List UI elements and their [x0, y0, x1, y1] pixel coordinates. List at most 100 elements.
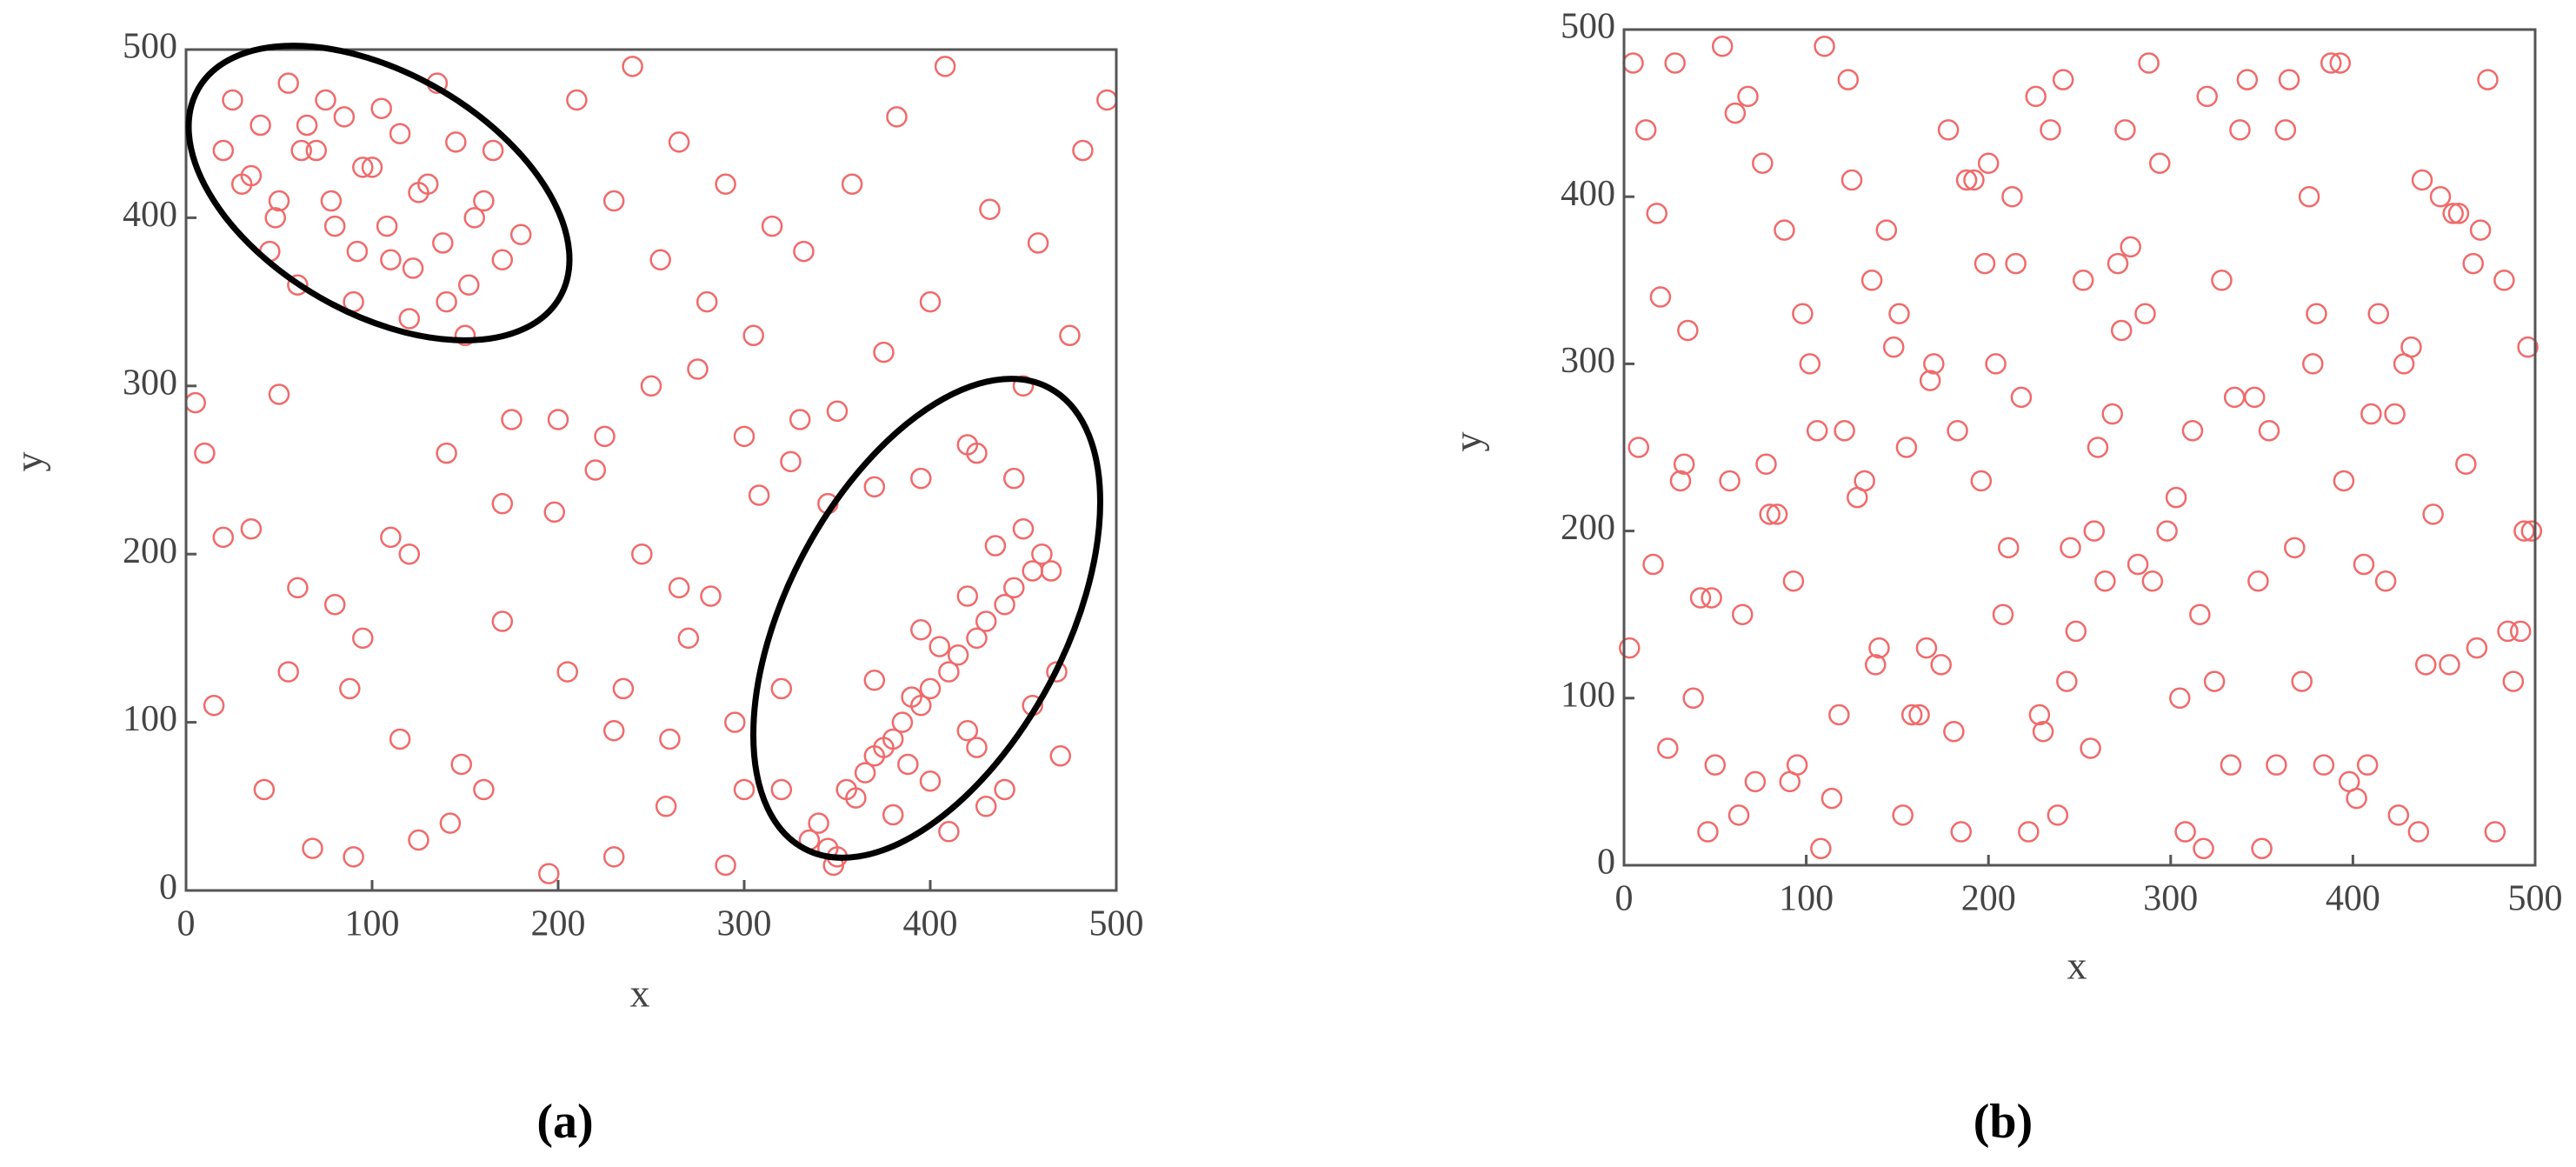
point [1046, 661, 1068, 683]
point [1837, 69, 1860, 90]
panel-caption: (b) [1974, 1095, 2033, 1149]
y-tick-label: 500 [1561, 7, 1615, 47]
point [1895, 437, 1918, 458]
point [2220, 754, 2242, 776]
point [1022, 560, 1043, 582]
point [439, 812, 462, 834]
point [408, 182, 429, 203]
point [733, 778, 755, 801]
point [1657, 737, 1679, 759]
point [2291, 670, 2313, 692]
point [863, 670, 886, 691]
point [2148, 152, 2171, 175]
point [1642, 553, 1664, 576]
x-tick-label: 500 [2508, 879, 2563, 919]
point [1828, 704, 1850, 726]
point [296, 114, 318, 137]
point [1892, 804, 1914, 826]
point [2010, 386, 2033, 409]
point [994, 778, 1015, 801]
point [1868, 637, 1890, 659]
point [2229, 119, 2251, 141]
point [742, 324, 764, 347]
point [724, 711, 746, 733]
point [602, 846, 625, 868]
x-axis-label: x [630, 971, 650, 1016]
point [1669, 470, 1692, 492]
point [715, 173, 736, 195]
point [1792, 303, 1814, 324]
x-tick-label: 0 [177, 904, 196, 944]
point [2422, 503, 2444, 525]
point [1689, 587, 1712, 609]
point [305, 139, 328, 162]
point [2251, 837, 2273, 860]
point [789, 409, 811, 430]
point [2236, 69, 2259, 90]
point [622, 56, 643, 77]
point [2258, 420, 2280, 442]
point [445, 131, 467, 153]
point [1947, 420, 1968, 442]
point [1963, 169, 1985, 191]
point [640, 375, 662, 397]
point [655, 796, 677, 817]
point [1031, 543, 1053, 565]
point [566, 89, 588, 111]
point [543, 501, 565, 523]
point [2028, 704, 2051, 726]
point [268, 383, 290, 405]
point [2374, 570, 2397, 592]
point [1955, 169, 1978, 191]
point [2107, 252, 2129, 275]
point [1012, 375, 1035, 397]
point [1697, 821, 1719, 843]
point [793, 240, 815, 263]
point [891, 711, 914, 733]
point [1985, 353, 2007, 375]
point [2101, 403, 2123, 425]
point [547, 409, 569, 430]
point [1677, 319, 1699, 342]
point [826, 400, 849, 423]
point [919, 770, 942, 792]
point [2274, 119, 2297, 141]
point [212, 139, 235, 162]
point [1998, 537, 2020, 559]
point [2517, 336, 2539, 358]
point [352, 627, 374, 650]
point [2001, 185, 2023, 208]
point [380, 249, 402, 270]
point [919, 290, 942, 313]
point [994, 593, 1015, 616]
point [2080, 737, 2101, 759]
point [380, 526, 402, 549]
point [2052, 69, 2074, 90]
point [1864, 654, 1887, 676]
point [1049, 745, 1072, 767]
point [1724, 102, 1747, 124]
point [2243, 386, 2266, 409]
point [491, 492, 514, 515]
x-tick-label: 400 [2326, 879, 2380, 919]
x-tick-label: 400 [903, 904, 958, 944]
x-tick-label: 100 [345, 904, 400, 944]
point [1072, 139, 1094, 162]
point [1027, 232, 1049, 254]
point [2189, 604, 2211, 625]
point [2338, 770, 2360, 793]
point [287, 577, 309, 599]
y-tick-label: 200 [123, 531, 177, 571]
point [938, 661, 960, 683]
point [2439, 654, 2460, 676]
point [501, 409, 523, 430]
plot-frame [1622, 28, 2537, 867]
point [863, 476, 886, 498]
point [2313, 754, 2335, 776]
point [2466, 637, 2488, 659]
point [2083, 520, 2106, 542]
point [2302, 353, 2324, 375]
point [2193, 837, 2214, 860]
point [1875, 219, 1898, 241]
point [602, 190, 625, 212]
